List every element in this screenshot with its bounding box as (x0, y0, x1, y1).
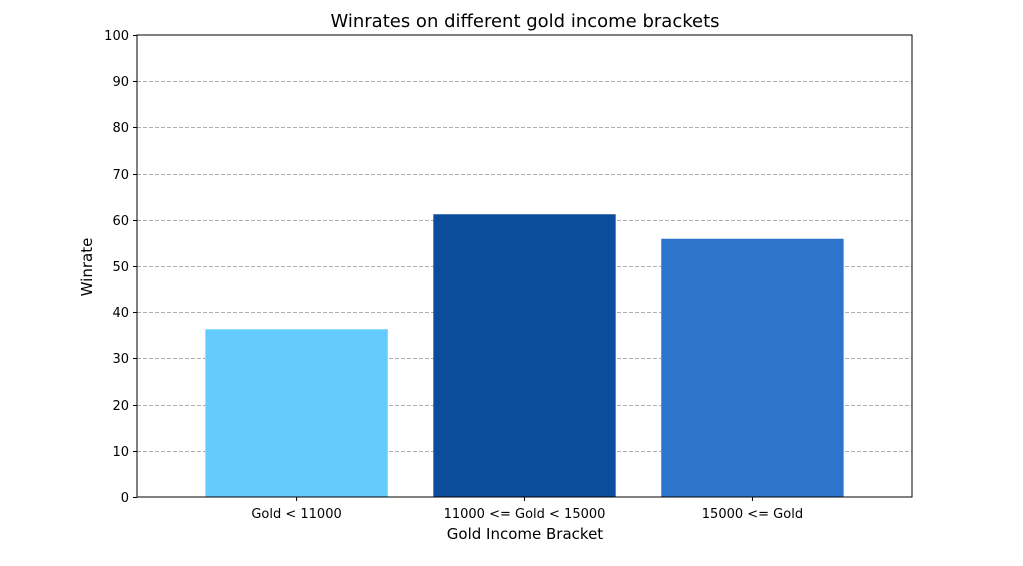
y-tick-label: 90 (112, 75, 129, 90)
x-tick-label: 15000 <= Gold (702, 507, 803, 522)
x-tick-label: 11000 <= Gold < 15000 (444, 507, 606, 522)
y-tick-label: 100 (104, 29, 129, 44)
y-tick-label: 50 (112, 260, 129, 275)
chart-title: Winrates on different gold income bracke… (330, 11, 719, 32)
y-tick-label: 60 (112, 214, 129, 229)
x-tick-label: Gold < 11000 (251, 507, 341, 522)
bar-2 (661, 238, 844, 497)
bar-1 (433, 214, 616, 498)
y-tick-label: 0 (121, 491, 129, 506)
y-tick-label: 40 (112, 306, 129, 321)
y-tick-label: 30 (112, 352, 129, 367)
x-axis-ticks: Gold < 11000 11000 <= Gold < 15000 15000 <… (251, 497, 803, 522)
bar-0 (205, 329, 388, 497)
y-tick-label: 80 (112, 121, 129, 136)
x-axis-label: Gold Income Bracket (447, 525, 603, 543)
y-tick-label: 10 (112, 445, 129, 460)
bars (205, 214, 844, 498)
y-tick-label: 70 (112, 168, 129, 183)
y-axis-label: Winrate (78, 238, 96, 297)
y-tick-label: 20 (112, 399, 129, 414)
y-axis-ticks: 0 10 20 30 40 50 60 70 80 90 100 (104, 29, 137, 506)
